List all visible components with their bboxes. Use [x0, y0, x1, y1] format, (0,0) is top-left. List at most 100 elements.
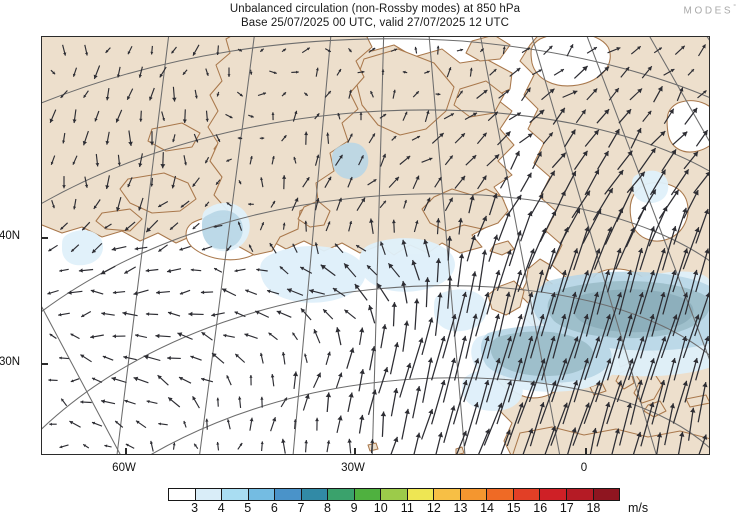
wind-vector-head: [105, 140, 110, 145]
wind-vector-head: [462, 430, 467, 437]
wind-vector-head: [469, 195, 475, 201]
wind-vector-head: [238, 181, 242, 185]
wind-vector-head: [216, 397, 220, 401]
wind-vector-head: [313, 329, 318, 334]
wind-vector-shaft: [682, 314, 700, 359]
wind-vector-head: [649, 402, 655, 408]
wind-vector-head: [306, 47, 310, 51]
wind-vector-head: [304, 353, 307, 357]
wind-vector-head: [435, 258, 442, 264]
wind-vector-head: [538, 69, 542, 73]
colorbar-tick-labels: 3 4 5 6 7 8 9 10 11 12 13 14 15 16 17 18: [168, 501, 620, 516]
wind-vector-head: [637, 379, 643, 385]
wind-vector-head: [394, 48, 398, 52]
wind-vector-head: [680, 45, 685, 50]
wind-vector-shaft: [517, 380, 535, 424]
wind-vector-head: [332, 288, 338, 293]
wind-vector-shaft: [562, 248, 578, 293]
wind-vector-head: [292, 243, 296, 247]
wind-vector-head: [192, 226, 196, 230]
wind-vector-head: [460, 48, 464, 52]
wind-vector-shaft: [486, 269, 500, 315]
wind-vector-head: [592, 428, 598, 434]
wind-vector-shaft: [414, 298, 418, 330]
wind-vector-head: [100, 269, 106, 275]
shade-9-med-max: [573, 289, 694, 333]
wind-vector-shaft: [672, 248, 688, 293]
wind-vector-head: [637, 46, 641, 50]
wind-vector-head: [326, 351, 331, 356]
wind-vector-shaft: [456, 430, 467, 454]
wind-vector-head: [450, 357, 457, 364]
wind-vector-head: [538, 269, 544, 276]
wind-vector-shaft: [567, 427, 577, 454]
water-north-sea-gap: [530, 37, 611, 87]
wind-vector-head: [145, 268, 150, 273]
colorbar-segment-3: [248, 489, 276, 500]
wind-vector-head: [360, 155, 364, 159]
wind-vector-head: [473, 402, 479, 408]
wind-vector-head: [260, 177, 263, 181]
colorbar-tick-12: 12: [426, 501, 441, 515]
wind-vector-head: [647, 66, 652, 71]
wind-vector-head: [571, 171, 576, 177]
colorbar-segment-2: [222, 489, 249, 500]
wind-vector-head: [614, 428, 620, 434]
colorbar-segment-13: [513, 489, 541, 500]
wind-vector-shaft: [401, 408, 409, 440]
wind-vector-head: [249, 244, 252, 248]
wind-vector-shaft: [485, 357, 501, 403]
wind-vector-shaft: [527, 227, 547, 269]
colorbar-segment-0: [169, 489, 196, 500]
wind-vector-head: [482, 175, 487, 181]
meridian-60w: [199, 37, 255, 454]
wind-vector-head: [95, 163, 100, 167]
colorbar-tick-6: 6: [270, 501, 278, 515]
wind-vector-head: [391, 302, 397, 307]
wind-vector-head: [604, 66, 610, 72]
wind-vector-head: [660, 131, 666, 137]
wind-vector-head: [636, 128, 642, 134]
wind-vector-head: [638, 248, 644, 254]
wind-vector-head: [415, 175, 420, 180]
wind-vector-head: [683, 169, 689, 175]
wind-vector-head: [618, 170, 624, 176]
wind-vector-head: [516, 230, 522, 236]
wind-vector-shaft: [694, 292, 709, 337]
wind-vector-head: [682, 336, 688, 342]
wind-vector-head: [704, 248, 709, 254]
wind-vector-head: [158, 422, 161, 426]
wind-vector-head: [411, 260, 417, 266]
wind-vector-head: [201, 377, 205, 382]
wind-vector-shaft: [606, 335, 622, 381]
wind-vector-head: [373, 179, 377, 183]
wind-vector-head: [212, 353, 217, 358]
wind-vector-shaft: [617, 313, 633, 359]
wind-vector-shaft: [592, 187, 614, 221]
wind-vector-head: [406, 155, 411, 160]
wind-vector-head: [124, 226, 129, 231]
wind-vector-head: [135, 333, 139, 338]
wind-vector-head: [595, 380, 601, 386]
modes-logo-mark: °: [733, 4, 736, 11]
wind-vector-head: [575, 208, 580, 214]
wind-vector-head: [649, 358, 656, 364]
wind-vector-head: [260, 48, 264, 52]
wind-vector-head: [571, 427, 577, 433]
wind-vector-head: [406, 362, 412, 369]
wind-vector-head: [526, 87, 531, 93]
wind-vector-head: [282, 175, 287, 179]
wind-vector-shaft: [672, 292, 688, 337]
wind-vector-head: [383, 367, 389, 373]
wind-vector-head: [627, 269, 633, 276]
wind-vector-shaft: [562, 380, 578, 425]
wind-vector-shaft: [498, 291, 510, 337]
wind-vector-head: [636, 431, 642, 438]
wind-vector-head: [628, 186, 634, 193]
wind-vector-head: [569, 44, 574, 49]
colorbar-segment-14: [540, 489, 567, 500]
wind-vector-head: [660, 169, 666, 175]
wind-vector-head: [649, 314, 655, 320]
wind-vector-head: [192, 396, 197, 401]
wind-vector-head: [101, 311, 106, 316]
